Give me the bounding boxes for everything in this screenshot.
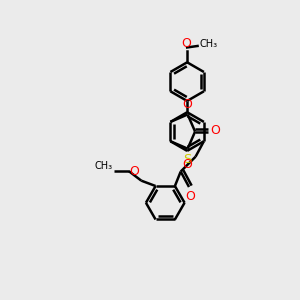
Text: O: O — [130, 165, 140, 178]
Text: O: O — [183, 98, 193, 111]
Text: O: O — [185, 190, 195, 203]
Text: O: O — [210, 124, 220, 137]
Text: CH₃: CH₃ — [94, 160, 112, 171]
Text: S: S — [184, 152, 192, 166]
Text: CH₃: CH₃ — [200, 40, 218, 50]
Text: O: O — [182, 158, 192, 171]
Text: O: O — [182, 37, 191, 50]
